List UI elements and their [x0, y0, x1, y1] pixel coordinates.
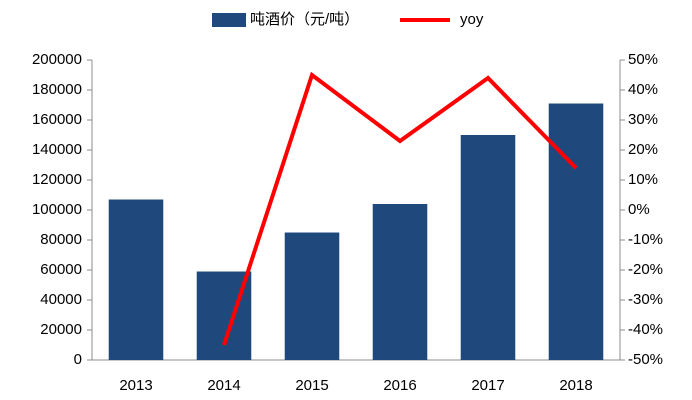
x-tick-label: 2018: [559, 377, 592, 394]
y-tick-label: 160000: [32, 111, 82, 128]
x-tick-label: 2016: [383, 377, 416, 394]
y-tick-label: 200000: [32, 51, 82, 68]
y-tick-label: 80000: [40, 231, 82, 248]
y2-tick-label: 0%: [628, 201, 650, 218]
y2-tick-label: -10%: [628, 231, 663, 248]
x-tick-label: 2013: [119, 377, 152, 394]
bar: [284, 232, 340, 360]
y-tick-label: 120000: [32, 171, 82, 188]
x-tick-label: 2015: [295, 377, 328, 394]
y2-tick-label: -50%: [628, 351, 663, 368]
y2-tick-label: 50%: [628, 51, 658, 68]
y2-tick-label: -40%: [628, 321, 663, 338]
bar: [372, 204, 428, 360]
legend-label: yoy: [460, 11, 484, 28]
legend-label: 吨酒价（元/吨）: [250, 11, 359, 28]
y2-tick-label: 10%: [628, 171, 658, 188]
y2-tick-label: -20%: [628, 261, 663, 278]
bar: [460, 135, 516, 360]
y-tick-label: 20000: [40, 321, 82, 338]
y-tick-label: 100000: [32, 201, 82, 218]
y-tick-label: 0: [74, 351, 82, 368]
line: [222, 71, 578, 346]
y-tick-label: 180000: [32, 81, 82, 98]
y-tick-label: 140000: [32, 141, 82, 158]
y-tick-label: 40000: [40, 291, 82, 308]
y2-tick-label: 40%: [628, 81, 658, 98]
bar: [548, 103, 604, 360]
y2-tick-label: -30%: [628, 291, 663, 308]
y-tick-label: 60000: [40, 261, 82, 278]
legend-swatch: [212, 13, 246, 27]
bar: [108, 199, 164, 360]
x-tick-label: 2014: [207, 377, 240, 394]
x-tick-label: 2017: [471, 377, 504, 394]
y2-tick-label: 20%: [628, 141, 658, 158]
y2-tick-label: 30%: [628, 111, 658, 128]
